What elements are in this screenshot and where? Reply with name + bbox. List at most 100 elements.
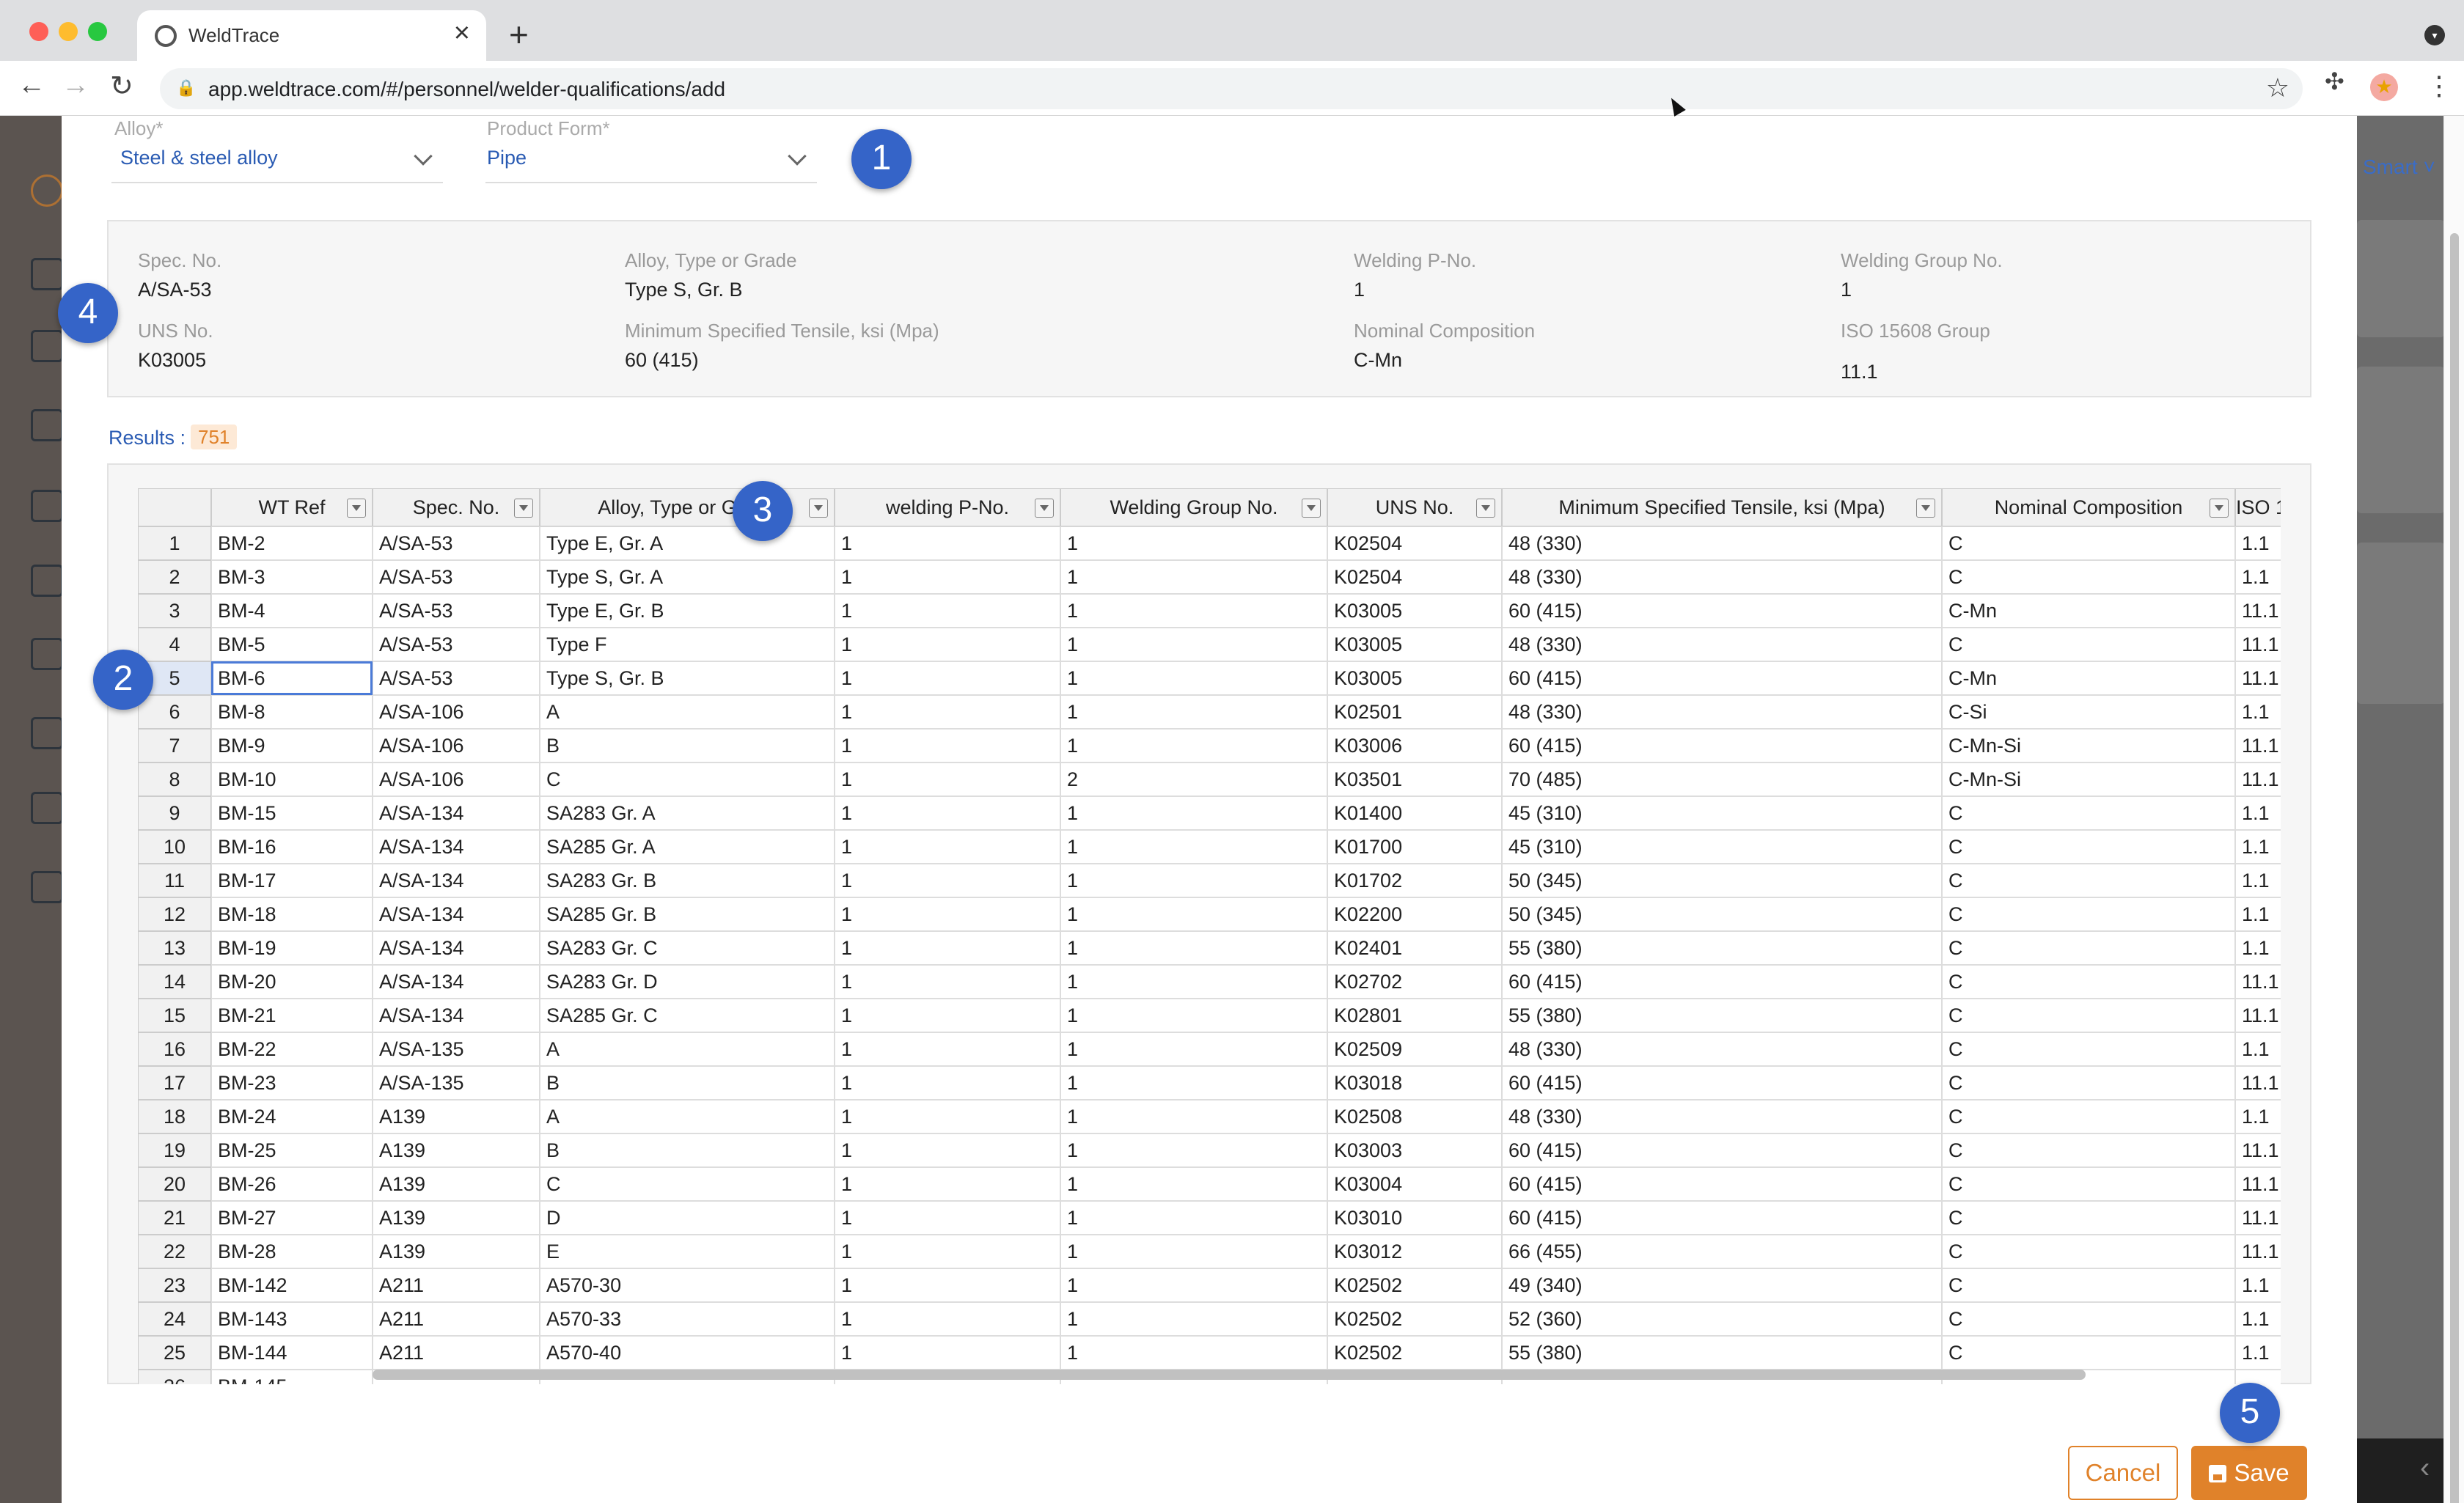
grid-cell[interactable]: 1: [835, 729, 1060, 762]
forward-button[interactable]: →: [62, 70, 89, 100]
grid-cell[interactable]: 1.1: [2235, 1032, 2281, 1066]
grid-cell[interactable]: 52 (360): [1502, 1302, 1942, 1336]
grid-cell[interactable]: 11.1: [2235, 1167, 2281, 1201]
grid-cell[interactable]: K02501: [1327, 695, 1502, 729]
grid-cell[interactable]: A: [540, 695, 835, 729]
row-index[interactable]: 18: [138, 1100, 211, 1133]
grid-cell[interactable]: BM-26: [211, 1167, 373, 1201]
row-index[interactable]: 26: [138, 1370, 211, 1384]
maximize-window-button[interactable]: [88, 22, 107, 41]
grid-cell[interactable]: C: [1942, 864, 2235, 897]
bookmark-star-icon[interactable]: ☆: [2265, 73, 2289, 103]
column-header[interactable]: ISO 15608 Group: [2235, 488, 2281, 526]
grid-cell[interactable]: 11.1: [2235, 594, 2281, 628]
grid-cell[interactable]: 11.1: [2235, 628, 2281, 661]
row-index[interactable]: 4: [138, 628, 211, 661]
grid-cell[interactable]: C: [1942, 560, 2235, 594]
grid-cell[interactable]: 60 (415): [1502, 661, 1942, 695]
filter-dropdown-icon[interactable]: [2210, 499, 2229, 518]
grid-cell[interactable]: K02801: [1327, 999, 1502, 1032]
grid-cell[interactable]: 48 (330): [1502, 1100, 1942, 1133]
grid-cell[interactable]: C: [1942, 999, 2235, 1032]
close-window-button[interactable]: [29, 22, 48, 41]
grid-cell[interactable]: 1: [1060, 1066, 1327, 1100]
grid-cell[interactable]: A/SA-134: [373, 999, 540, 1032]
grid-cell[interactable]: 1: [1060, 729, 1327, 762]
grid-cell[interactable]: SA283 Gr. A: [540, 796, 835, 830]
grid-cell[interactable]: A/SA-53: [373, 661, 540, 695]
grid-cell[interactable]: A211: [373, 1302, 540, 1336]
grid-cell[interactable]: 1: [835, 695, 1060, 729]
grid-cell[interactable]: BM-5: [211, 628, 373, 661]
grid-cell[interactable]: A: [540, 1032, 835, 1066]
column-header[interactable]: Spec. No.: [373, 488, 540, 526]
profile-avatar-icon[interactable]: ★: [2370, 73, 2398, 101]
grid-cell[interactable]: C: [540, 1167, 835, 1201]
grid-cell[interactable]: BM-16: [211, 830, 373, 864]
grid-cell[interactable]: BM-27: [211, 1201, 373, 1235]
grid-cell[interactable]: BM-144: [211, 1336, 373, 1370]
grid-cell[interactable]: BM-4: [211, 594, 373, 628]
column-header[interactable]: Nominal Composition: [1942, 488, 2235, 526]
grid-cell[interactable]: K02509: [1327, 1032, 1502, 1066]
grid-cell[interactable]: C: [1942, 1235, 2235, 1268]
grid-cell[interactable]: A139: [373, 1133, 540, 1167]
grid-cell[interactable]: 1.1: [2235, 1100, 2281, 1133]
grid-cell[interactable]: 1.1: [2235, 1302, 2281, 1336]
grid-cell[interactable]: BM-25: [211, 1133, 373, 1167]
grid-cell[interactable]: A/SA-134: [373, 796, 540, 830]
grid-cell[interactable]: A570-30: [540, 1268, 835, 1302]
grid-cell[interactable]: BM-3: [211, 560, 373, 594]
grid-cell[interactable]: Type E, Gr. A: [540, 526, 835, 560]
grid-cell[interactable]: SA285 Gr. C: [540, 999, 835, 1032]
row-index[interactable]: 22: [138, 1235, 211, 1268]
grid-cell[interactable]: BM-18: [211, 897, 373, 931]
grid-cell[interactable]: C: [1942, 931, 2235, 965]
grid-cell[interactable]: 11.1: [2235, 762, 2281, 796]
grid-cell[interactable]: K02502: [1327, 1302, 1502, 1336]
column-header[interactable]: UNS No.: [1327, 488, 1502, 526]
column-header[interactable]: Minimum Specified Tensile, ksi (Mpa): [1502, 488, 1942, 526]
grid-cell[interactable]: 1: [835, 594, 1060, 628]
grid-cell[interactable]: C-Mn: [1942, 661, 2235, 695]
grid-cell[interactable]: 60 (415): [1502, 965, 1942, 999]
grid-cell[interactable]: BM-15: [211, 796, 373, 830]
grid-cell[interactable]: 50 (345): [1502, 864, 1942, 897]
grid-cell[interactable]: 1: [1060, 1302, 1327, 1336]
grid-cell[interactable]: 55 (380): [1502, 1336, 1942, 1370]
grid-cell[interactable]: 11.1: [2235, 1235, 2281, 1268]
url-text[interactable]: app.weldtrace.com/#/personnel/welder-qua…: [208, 78, 726, 100]
grid-cell[interactable]: 1: [835, 897, 1060, 931]
grid-cell[interactable]: 1: [1060, 796, 1327, 830]
grid-cell[interactable]: 1: [1060, 830, 1327, 864]
grid-cell[interactable]: BM-9: [211, 729, 373, 762]
grid-cell[interactable]: 1.1: [2235, 796, 2281, 830]
grid-cell[interactable]: [2235, 1370, 2281, 1384]
row-index[interactable]: 12: [138, 897, 211, 931]
grid-cell[interactable]: 48 (330): [1502, 526, 1942, 560]
grid-cell[interactable]: K02401: [1327, 931, 1502, 965]
grid-cell[interactable]: C: [1942, 1268, 2235, 1302]
grid-cell[interactable]: K03003: [1327, 1133, 1502, 1167]
grid-cell[interactable]: A: [540, 1100, 835, 1133]
grid-cell[interactable]: 60 (415): [1502, 594, 1942, 628]
grid-cell[interactable]: Type E, Gr. B: [540, 594, 835, 628]
grid-cell[interactable]: A/SA-53: [373, 526, 540, 560]
grid-cell[interactable]: 1: [835, 1066, 1060, 1100]
grid-cell[interactable]: K03005: [1327, 594, 1502, 628]
cancel-button[interactable]: Cancel: [2068, 1446, 2178, 1500]
grid-cell[interactable]: C-Mn-Si: [1942, 762, 2235, 796]
grid-cell[interactable]: C: [1942, 526, 2235, 560]
row-index[interactable]: 14: [138, 965, 211, 999]
grid-cell[interactable]: C: [1942, 1201, 2235, 1235]
column-header[interactable]: welding P-No.: [835, 488, 1060, 526]
grid-cell[interactable]: BM-23: [211, 1066, 373, 1100]
grid-cell[interactable]: 50 (345): [1502, 897, 1942, 931]
row-index[interactable]: 13: [138, 931, 211, 965]
grid-cell[interactable]: SA283 Gr. C: [540, 931, 835, 965]
grid-cell[interactable]: BM-22: [211, 1032, 373, 1066]
grid-cell[interactable]: K01702: [1327, 864, 1502, 897]
row-index[interactable]: 19: [138, 1133, 211, 1167]
grid-cell[interactable]: C-Mn: [1942, 594, 2235, 628]
grid-cell[interactable]: K03018: [1327, 1066, 1502, 1100]
